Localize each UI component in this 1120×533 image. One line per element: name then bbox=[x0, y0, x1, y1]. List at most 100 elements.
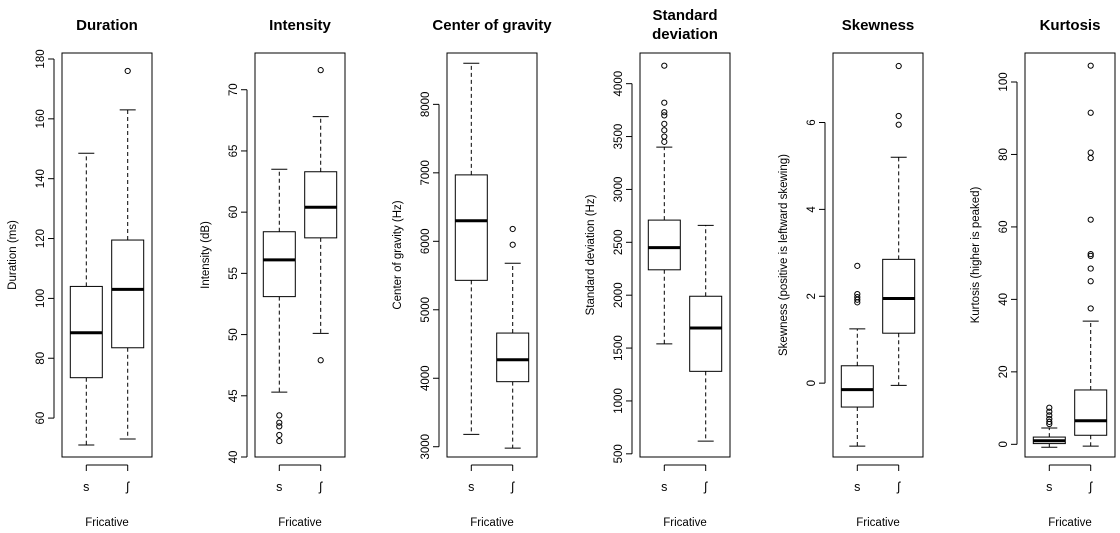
y-axis-label: Center of gravity (Hz) bbox=[392, 200, 404, 309]
y-tick-label: 2 bbox=[806, 293, 818, 299]
box-2 bbox=[111, 67, 145, 440]
outlier-point bbox=[1087, 154, 1094, 162]
y-tick-label: 2000 bbox=[613, 282, 625, 308]
x-tick-label: ʃ bbox=[125, 480, 130, 494]
x-tick-label: ʃ bbox=[1088, 480, 1093, 494]
chart-title: Intensity bbox=[269, 17, 331, 34]
y-axis-label: Kurtosis (higher is peaked) bbox=[970, 186, 982, 323]
outlier-point bbox=[1087, 252, 1094, 260]
y-tick-label: 45 bbox=[228, 389, 240, 402]
y-tick-label: 4000 bbox=[613, 71, 625, 97]
box-2 bbox=[882, 62, 916, 386]
box-2 bbox=[496, 225, 530, 449]
y-tick-label: 65 bbox=[228, 145, 240, 158]
x-tick-label: ʃ bbox=[703, 480, 708, 494]
box-1 bbox=[262, 168, 296, 445]
outlier-point bbox=[895, 121, 902, 128]
iqr-box bbox=[496, 332, 530, 383]
y-axis-label: Duration (ms) bbox=[7, 220, 19, 290]
y-tick-label: 160 bbox=[35, 109, 47, 128]
chart-title: Skewness bbox=[842, 17, 915, 34]
outlier-point bbox=[661, 62, 668, 69]
y-tick-label: 3500 bbox=[613, 124, 625, 150]
iqr-box bbox=[304, 171, 338, 239]
box-2 bbox=[1074, 62, 1108, 447]
y-axis-label: Skewness (positive is leftward skewing) bbox=[778, 154, 790, 356]
panel-5: Skewness 0 2 4 6 Skewness (positive is leftwa… bbox=[778, 17, 924, 529]
iqr-box bbox=[1074, 389, 1108, 436]
outlier-point bbox=[1087, 265, 1094, 272]
y-tick-label: 3000 bbox=[420, 434, 432, 460]
outlier-point bbox=[276, 437, 283, 445]
box-1 bbox=[840, 262, 874, 447]
outlier-point bbox=[661, 133, 668, 140]
chart-title: Standard bbox=[652, 7, 717, 24]
outlier-point bbox=[854, 296, 861, 303]
chart-title: Duration bbox=[76, 17, 138, 34]
panel-6: Kurtosis 0 20 40 60 80 100 Kurtosis (higher is … bbox=[970, 17, 1116, 529]
outlier-point bbox=[1046, 404, 1053, 411]
y-tick-label: 80 bbox=[998, 148, 1010, 161]
y-tick-label: 60 bbox=[998, 221, 1010, 234]
plot-frame bbox=[254, 52, 346, 458]
outlier-point bbox=[661, 127, 668, 134]
outlier-point bbox=[1087, 305, 1094, 312]
x-axis-label: Fricative bbox=[663, 517, 706, 529]
plot-frame bbox=[832, 52, 924, 458]
x-tick-label: ʃ bbox=[318, 480, 323, 494]
panel-2: Intensity 40 45 50 55 60 65 70 Intensity (dB) s ʃ F… bbox=[200, 17, 346, 529]
chart-title: deviation bbox=[652, 26, 718, 43]
y-tick-label: 80 bbox=[35, 352, 47, 365]
box-2 bbox=[689, 224, 723, 442]
outlier-point bbox=[1046, 420, 1053, 428]
box-1 bbox=[454, 62, 488, 435]
x-axis-label: Fricative bbox=[1048, 517, 1091, 529]
iqr-box bbox=[689, 295, 723, 372]
y-axis-label: Standard deviation (Hz) bbox=[585, 194, 597, 315]
y-tick-label: 180 bbox=[35, 49, 47, 68]
x-tick-label: s bbox=[468, 480, 474, 494]
chart-title: Kurtosis bbox=[1040, 17, 1101, 34]
y-tick-label: 60 bbox=[35, 412, 47, 425]
outlier-point bbox=[276, 431, 283, 439]
box-1 bbox=[647, 62, 681, 345]
chart-title: Center of gravity bbox=[432, 17, 552, 34]
outlier-point bbox=[854, 299, 861, 306]
outlier-point bbox=[276, 419, 283, 426]
outlier-point bbox=[276, 423, 283, 430]
outlier-point bbox=[1046, 408, 1053, 415]
x-axis-label: Fricative bbox=[470, 517, 513, 529]
outlier-point bbox=[509, 241, 516, 248]
outlier-point bbox=[854, 262, 861, 269]
box-1 bbox=[69, 152, 103, 446]
panel-3: Center of gravity 3000 4000 5000 6000 7000 800… bbox=[392, 17, 552, 529]
outlier-point bbox=[124, 67, 131, 75]
x-tick-label: ʃ bbox=[510, 480, 515, 494]
x-axis-label: Fricative bbox=[856, 517, 899, 529]
y-tick-label: 100 bbox=[35, 289, 47, 308]
x-axis-label: Fricative bbox=[278, 517, 321, 529]
y-tick-label: 5000 bbox=[420, 297, 432, 323]
outlier-point bbox=[1087, 250, 1094, 258]
plot-frame bbox=[61, 52, 153, 458]
outlier-point bbox=[661, 120, 668, 127]
iqr-box bbox=[882, 258, 916, 334]
y-tick-label: 2500 bbox=[613, 230, 625, 256]
outlier-point bbox=[1087, 109, 1094, 116]
y-tick-label: 0 bbox=[998, 441, 1010, 447]
y-tick-label: 6 bbox=[806, 119, 818, 125]
outlier-point bbox=[661, 99, 668, 106]
iqr-box bbox=[840, 365, 874, 408]
y-tick-label: 8000 bbox=[420, 92, 432, 118]
y-tick-label: 100 bbox=[998, 72, 1010, 91]
y-tick-label: 1000 bbox=[613, 388, 625, 414]
plot-frame bbox=[446, 52, 538, 458]
y-tick-label: 3000 bbox=[613, 177, 625, 203]
plot-frame bbox=[1024, 52, 1116, 458]
y-tick-label: 60 bbox=[228, 206, 240, 219]
x-tick-label: s bbox=[854, 480, 860, 494]
outlier-point bbox=[1087, 149, 1094, 156]
y-tick-label: 120 bbox=[35, 229, 47, 248]
y-tick-label: 1500 bbox=[613, 335, 625, 361]
iqr-box bbox=[111, 239, 145, 349]
